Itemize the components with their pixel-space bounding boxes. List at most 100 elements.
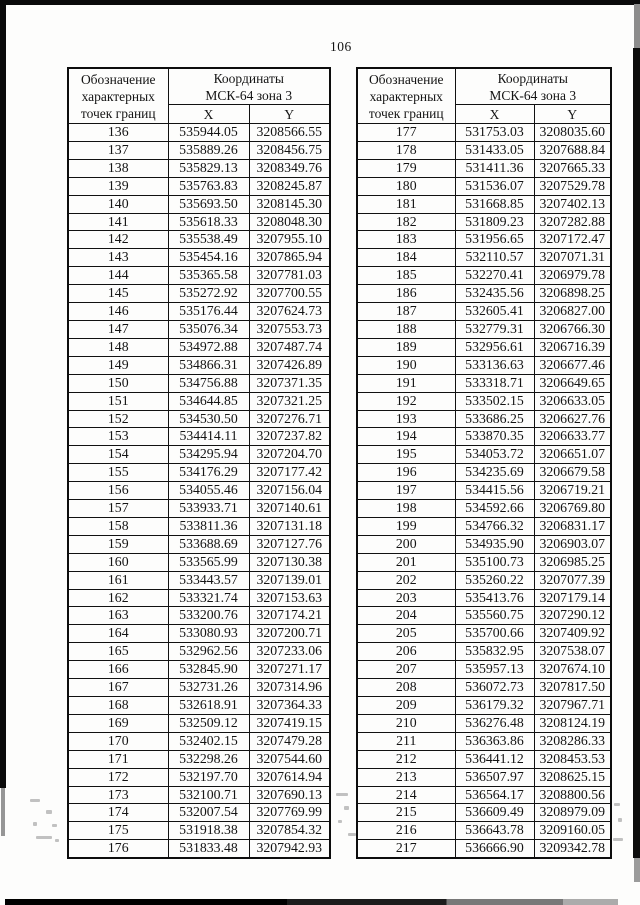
- point-number-cell: 174: [67, 803, 169, 823]
- y-coordinate-cell: 3207172.47: [533, 230, 612, 250]
- x-coordinate-cell: 534756.88: [167, 373, 250, 393]
- point-number-cell: 209: [356, 696, 456, 715]
- y-coordinate-cell: 3207544.60: [248, 749, 331, 769]
- y-coordinate-cell: 3207276.71: [248, 409, 331, 429]
- point-number-cell: 197: [356, 481, 456, 501]
- x-coordinate-cell: 533443.57: [167, 570, 250, 590]
- table-row: 144 535365.58 3207781.03: [67, 266, 331, 286]
- y-coordinate-cell: 3207127.76: [248, 534, 331, 554]
- table-row: 160 533565.99 3207130.38: [67, 552, 331, 572]
- y-coordinate-cell: 3207674.10: [533, 660, 612, 680]
- y-coordinate-cell: 3207529.78: [533, 176, 612, 196]
- x-coordinate-cell: 533318.71: [454, 373, 535, 393]
- point-number-cell: 169: [67, 713, 169, 733]
- x-coordinate-cell: 532845.90: [167, 660, 250, 680]
- point-number-cell: 172: [67, 767, 169, 787]
- y-coordinate-cell: 3208349.76: [248, 158, 331, 178]
- x-coordinate-cell: 535889.26: [167, 140, 250, 160]
- x-coordinate-cell: 534176.29: [167, 463, 250, 483]
- y-coordinate-cell: 3207140.61: [248, 499, 331, 518]
- x-coordinate-cell: 534295.94: [167, 445, 250, 465]
- table-row: 211 536363.86 3208286.33: [356, 731, 612, 751]
- table-row: 216 536643.78 3209160.05: [356, 821, 612, 841]
- point-number-cell: 182: [356, 212, 456, 232]
- x-coordinate-cell: 535100.73: [454, 552, 535, 572]
- point-number-cell: 176: [67, 839, 169, 859]
- point-number-cell: 154: [67, 445, 169, 465]
- table-row: 203 535413.76 3207179.14: [356, 588, 612, 608]
- y-coordinate-cell: 3207419.15: [248, 713, 331, 733]
- y-coordinate-cell: 3206651.07: [533, 445, 612, 465]
- point-number-cell: 196: [356, 463, 456, 483]
- x-coordinate-cell: 533686.25: [454, 409, 535, 429]
- table-header: Обозначение характерных точек границ Коо…: [67, 67, 331, 124]
- table-row: 167 532731.26 3207314.96: [67, 678, 331, 697]
- x-coordinate-cell: 536363.86: [454, 731, 535, 751]
- x-coordinate-cell: 536276.48: [454, 713, 535, 733]
- table-row: 163 533200.76 3207174.21: [67, 606, 331, 626]
- x-coordinate-cell: 535700.66: [454, 624, 535, 644]
- x-coordinate-cell: 536179.32: [454, 696, 535, 715]
- y-coordinate-cell: 3206719.21: [533, 481, 612, 501]
- table-row: 156 534055.46 3207156.04: [67, 481, 331, 501]
- point-number-cell: 193: [356, 409, 456, 429]
- x-coordinate-cell: 534972.88: [167, 337, 250, 357]
- x-coordinate-cell: 535454.16: [167, 248, 250, 268]
- y-coordinate-cell: 3207781.03: [248, 266, 331, 286]
- point-number-cell: 136: [67, 123, 169, 142]
- y-coordinate-cell: 3207538.07: [533, 642, 612, 662]
- y-coordinate-cell: 3207174.21: [248, 606, 331, 626]
- y-coordinate-cell: 3207314.96: [248, 678, 331, 697]
- y-coordinate-cell: 3207179.14: [533, 588, 612, 608]
- table-row: 176 531833.48 3207942.93: [67, 839, 331, 859]
- point-number-cell: 150: [67, 373, 169, 393]
- point-number-cell: 168: [67, 696, 169, 715]
- y-coordinate-cell: 3207426.89: [248, 355, 331, 375]
- point-number-cell: 157: [67, 499, 169, 518]
- y-coordinate-cell: 3206633.05: [533, 391, 612, 411]
- point-number-cell: 160: [67, 552, 169, 572]
- column-header-coordinates: Координаты МСК-64 зона 3: [167, 67, 331, 105]
- x-coordinate-cell: 534935.90: [454, 534, 535, 554]
- point-number-cell: 146: [67, 302, 169, 321]
- scan-noise: [618, 818, 622, 822]
- y-coordinate-cell: 3207200.71: [248, 624, 331, 644]
- x-coordinate-cell: 535176.44: [167, 302, 250, 321]
- table-row: 205 535700.66 3207409.92: [356, 624, 612, 644]
- x-coordinate-cell: 532962.56: [167, 642, 250, 662]
- x-coordinate-cell: 531536.07: [454, 176, 535, 196]
- point-number-cell: 190: [356, 355, 456, 375]
- point-number-cell: 148: [67, 337, 169, 357]
- table-row: 157 533933.71 3207140.61: [67, 499, 331, 518]
- table-row: 159 533688.69 3207127.76: [67, 534, 331, 554]
- table-row: 198 534592.66 3206769.80: [356, 499, 612, 518]
- x-coordinate-cell: 536072.73: [454, 678, 535, 697]
- y-coordinate-cell: 3207077.39: [533, 570, 612, 590]
- x-coordinate-cell: 534415.56: [454, 481, 535, 501]
- y-coordinate-cell: 3207942.93: [248, 839, 331, 859]
- point-number-cell: 165: [67, 642, 169, 662]
- x-coordinate-cell: 532402.15: [167, 731, 250, 751]
- point-number-cell: 158: [67, 516, 169, 536]
- point-number-cell: 162: [67, 588, 169, 608]
- y-coordinate-cell: 3206769.80: [533, 499, 612, 518]
- table-row: 166 532845.90 3207271.17: [67, 660, 331, 680]
- coordinates-table-left: Обозначение характерных точек границ Коо…: [67, 67, 332, 860]
- y-coordinate-cell: 3207624.73: [248, 302, 331, 321]
- x-coordinate-cell: 531833.48: [167, 839, 250, 859]
- x-coordinate-cell: 535538.49: [167, 230, 250, 250]
- point-number-cell: 215: [356, 803, 456, 823]
- table-row: 212 536441.12 3208453.53: [356, 749, 612, 769]
- x-coordinate-cell: 532731.26: [167, 678, 250, 697]
- y-coordinate-cell: 3206903.07: [533, 534, 612, 554]
- table-row: 185 532270.41 3206979.78: [356, 266, 612, 286]
- x-coordinate-cell: 534414.11: [167, 427, 250, 447]
- y-coordinate-cell: 3207865.94: [248, 248, 331, 268]
- x-coordinate-cell: 535260.22: [454, 570, 535, 590]
- point-number-cell: 143: [67, 248, 169, 268]
- x-coordinate-cell: 536666.90: [454, 839, 535, 859]
- point-number-cell: 161: [67, 570, 169, 590]
- point-number-cell: 141: [67, 212, 169, 232]
- table-row: 143 535454.16 3207865.94: [67, 248, 331, 268]
